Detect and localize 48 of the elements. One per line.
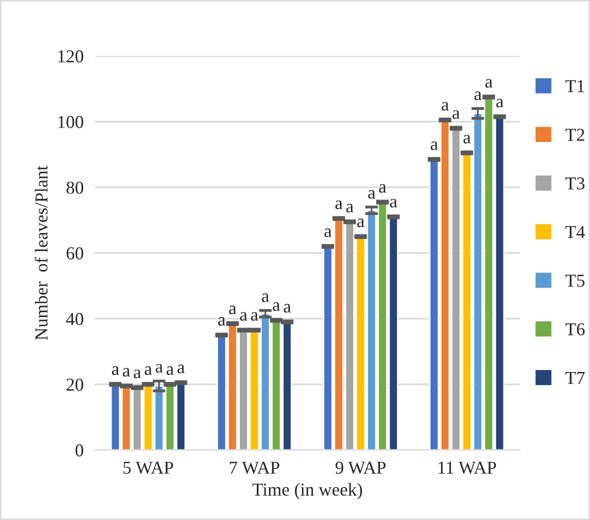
- data-label: a: [368, 190, 376, 199]
- data-label: a: [229, 306, 236, 314]
- legend-label: T5: [565, 274, 584, 287]
- y-axis-title: Number of leaves/Plant: [34, 166, 48, 340]
- data-label: a: [442, 102, 449, 111]
- data-label: a: [452, 110, 460, 119]
- data-label: a: [335, 200, 343, 210]
- data-label: a: [324, 228, 332, 238]
- legend-label: T2: [565, 128, 584, 141]
- data-label: a: [134, 370, 141, 378]
- y-tick-label: 0: [76, 444, 84, 456]
- data-label: a: [178, 364, 185, 374]
- legend-label: T6: [565, 323, 585, 336]
- data-label: a: [464, 134, 471, 144]
- data-label: a: [284, 304, 291, 313]
- data-label: a: [262, 293, 270, 302]
- legend-label: T7: [565, 372, 585, 384]
- y-tick-label: 80: [66, 182, 84, 194]
- legend-label: T1: [565, 80, 584, 92]
- data-label: a: [474, 91, 482, 100]
- x-tick-label: 5 WAP: [124, 462, 174, 474]
- data-label: a: [390, 198, 398, 208]
- x-tick-label: 9 WAP: [336, 462, 386, 474]
- data-label: a: [496, 98, 504, 108]
- legend-label: T4: [565, 226, 585, 238]
- data-label: a: [430, 141, 438, 150]
- data-label: a: [357, 218, 364, 228]
- data-label: a: [240, 312, 248, 321]
- x-tick-label: 7 WAP: [230, 462, 280, 474]
- data-label: a: [379, 184, 386, 193]
- data-label: a: [272, 302, 280, 311]
- data-label: a: [122, 368, 130, 377]
- data-label: a: [144, 366, 152, 375]
- y-tick-label: 120: [58, 50, 84, 62]
- y-tick-label: 40: [66, 312, 84, 326]
- y-tick-label: 20: [66, 378, 84, 391]
- legend-label: T3: [565, 177, 584, 190]
- x-axis-title: Time (in week): [252, 483, 362, 500]
- x-tick-label: 11 WAP: [438, 462, 496, 474]
- data-label: a: [251, 312, 258, 321]
- data-label: a: [485, 79, 492, 88]
- data-label: a: [156, 364, 163, 373]
- y-tick-label: 100: [58, 116, 84, 128]
- data-label: a: [218, 317, 226, 326]
- data-label: a: [112, 366, 120, 375]
- data-label: a: [346, 204, 354, 212]
- data-label: a: [166, 366, 174, 375]
- y-tick-label: 60: [66, 247, 84, 260]
